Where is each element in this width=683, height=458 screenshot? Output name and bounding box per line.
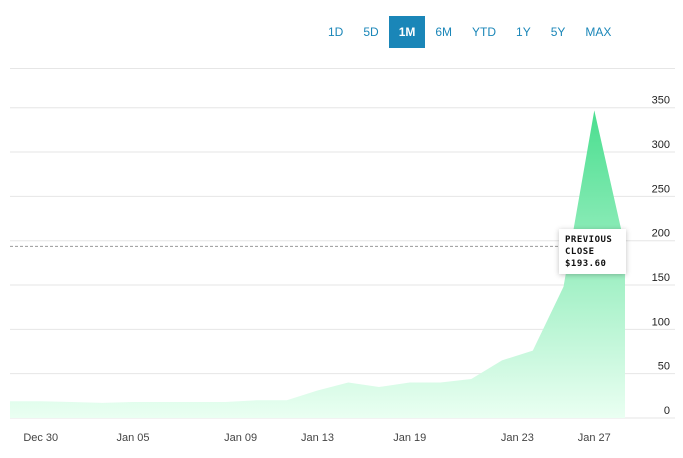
tooltip-line2: CLOSE bbox=[565, 247, 595, 257]
previous-close-tooltip: PREVIOUS CLOSE $193.60 bbox=[559, 229, 626, 274]
x-tick-label: Jan 23 bbox=[501, 432, 534, 444]
y-tick-label: 0 bbox=[664, 405, 670, 417]
y-tick-label: 250 bbox=[652, 183, 670, 195]
range-button-5d[interactable]: 5D bbox=[363, 25, 379, 39]
range-button-1d[interactable]: 1D bbox=[328, 25, 344, 39]
price-area bbox=[10, 110, 625, 419]
chart-top-divider bbox=[10, 68, 675, 69]
range-button-max[interactable]: MAX bbox=[585, 25, 612, 39]
x-tick-label: Jan 19 bbox=[393, 432, 426, 444]
y-tick-label: 350 bbox=[652, 95, 670, 107]
y-tick-label: 100 bbox=[652, 316, 670, 328]
y-tick-label: 300 bbox=[652, 139, 670, 151]
x-axis-ticks: Dec 30 Jan 05 Jan 09 Jan 13 Jan 19 Jan 23 Jan … bbox=[23, 432, 610, 444]
x-tick-label: Jan 13 bbox=[301, 432, 334, 444]
range-button-1m[interactable]: 1M bbox=[388, 16, 426, 48]
y-tick-label: 150 bbox=[652, 272, 670, 284]
x-tick-label: Dec 30 bbox=[23, 432, 58, 444]
range-button-1y[interactable]: 1Y bbox=[516, 25, 531, 39]
y-tick-label: 50 bbox=[658, 361, 670, 373]
y-tick-label: 200 bbox=[652, 228, 670, 240]
x-tick-label: Jan 09 bbox=[224, 432, 257, 444]
range-button-ytd[interactable]: YTD bbox=[472, 25, 497, 39]
time-range-selector: 1D 5D 1M 6M YTD 1Y 5Y MAX bbox=[318, 16, 621, 48]
range-button-6m[interactable]: 6M bbox=[435, 25, 453, 39]
tooltip-line1: PREVIOUS bbox=[565, 235, 613, 245]
range-button-5y[interactable]: 5Y bbox=[550, 25, 566, 39]
x-tick-label: Jan 27 bbox=[578, 432, 611, 444]
y-axis-ticks: 0 50 100 150 200 250 300 350 bbox=[652, 95, 670, 417]
tooltip-value: $193.60 bbox=[565, 259, 607, 269]
x-tick-label: Jan 05 bbox=[116, 432, 149, 444]
